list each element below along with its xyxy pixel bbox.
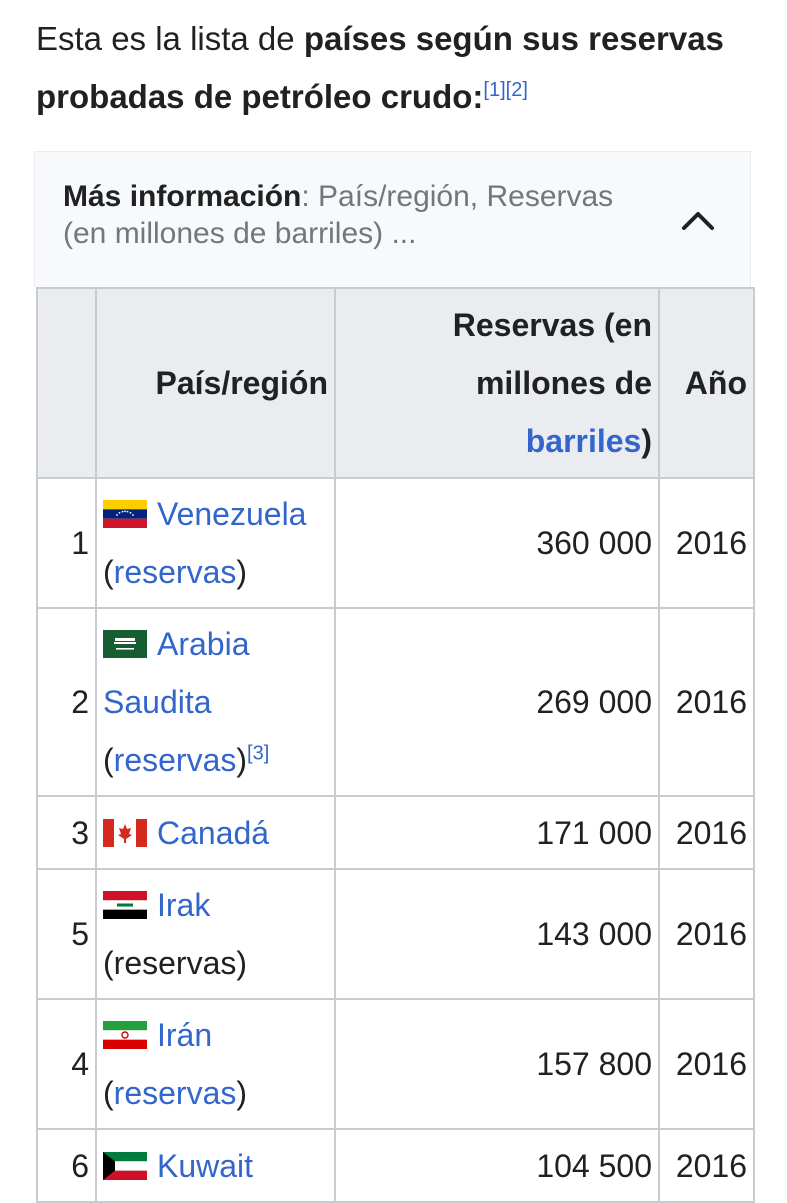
ref-link-1[interactable]: [1]: [483, 79, 506, 101]
reserves-value: 269 000: [334, 607, 660, 797]
collapse-label: Más información: [63, 180, 302, 213]
ref-link-3[interactable]: [3]: [247, 742, 270, 765]
reserves-link[interactable]: reservas: [113, 1075, 237, 1111]
iran-flag-icon: [103, 1021, 147, 1049]
year-value: 2016: [658, 795, 755, 870]
reserves-value: 157 800: [334, 998, 660, 1130]
country-link-kuwait[interactable]: Kuwait: [157, 1147, 254, 1184]
reserves-value: 143 000: [334, 868, 660, 1000]
year-value: 2016: [658, 868, 755, 1000]
table-row: 5 Irak (reservas) 143 000 2016: [36, 868, 755, 1000]
intro-paragraph: Esta es la lista de países según sus res…: [36, 10, 756, 126]
country-cell: Canadá: [95, 795, 336, 870]
intro-prefix: Esta es la lista de: [36, 20, 304, 57]
year-value: 2016: [658, 998, 755, 1130]
table-row: 2 Arabia Saudita (reservas)[3] 269 000 2…: [36, 607, 755, 797]
rank-cell: 5: [36, 868, 97, 1000]
barriles-link[interactable]: barriles: [525, 423, 642, 459]
header-year[interactable]: Año: [658, 287, 755, 479]
reserves-value: 104 500: [334, 1128, 660, 1203]
collapse-summary-text: País/región, Reservas (en millones de ba…: [63, 180, 614, 250]
year-value: 2016: [658, 607, 755, 797]
country-link-arabia-saudita[interactable]: Arabia Saudita: [103, 626, 250, 720]
year-value: 2016: [658, 1128, 755, 1203]
rank-cell: 4: [36, 998, 97, 1130]
paren-open: (: [103, 742, 114, 778]
header-number[interactable]: [36, 287, 97, 479]
rank-cell: 2: [36, 607, 97, 797]
reserves-link[interactable]: reservas: [113, 742, 237, 778]
header-reserves-close: ): [641, 423, 652, 459]
paren-close: ): [236, 554, 248, 590]
paren-close: ): [236, 742, 248, 778]
country-link-iran[interactable]: Irán: [157, 1017, 213, 1053]
country-link-venezuela[interactable]: Venezuela: [157, 496, 307, 532]
reserves-plain: (reservas): [103, 945, 248, 981]
ref-link-2[interactable]: [2]: [505, 79, 528, 101]
table-row: 6 Kuwait 104 500 2016: [36, 1128, 755, 1203]
paren-open: (: [103, 1075, 114, 1111]
intro-bold: países según sus reservas probadas de pe…: [36, 20, 724, 115]
rank-cell: 3: [36, 795, 97, 870]
table-row: 4 Irán (reservas) 157 800 2016: [36, 998, 755, 1130]
table-collapse-header[interactable]: Más información: País/región, Reservas (…: [34, 151, 751, 287]
paren-open: (: [103, 554, 114, 590]
collapse-summary: Más información: País/región, Reservas (…: [63, 178, 643, 252]
country-cell: Kuwait: [95, 1128, 336, 1203]
country-cell: Irak (reservas): [95, 868, 336, 1000]
country-link-canada[interactable]: Canadá: [157, 814, 270, 851]
paren-close: ): [236, 1075, 248, 1111]
country-cell: Irán (reservas): [95, 998, 336, 1130]
oil-reserves-table: País/región Reservas (en millones de bar…: [36, 287, 755, 1203]
table-row: 3 Canadá 171 000 2016: [36, 795, 755, 870]
reserves-value: 171 000: [334, 795, 660, 870]
country-cell: Venezuela (reservas): [95, 477, 336, 609]
rank-cell: 6: [36, 1128, 97, 1203]
header-reserves[interactable]: Reservas (en millones de barriles): [334, 287, 660, 479]
header-reserves-text: Reservas (en millones de: [452, 307, 652, 401]
reserves-link[interactable]: reservas: [113, 554, 237, 590]
venezuela-flag-icon: [103, 500, 147, 528]
rank-cell: 1: [36, 477, 97, 609]
table-header-row: País/región Reservas (en millones de bar…: [36, 287, 755, 479]
table-row: 1 Venezuela (reservas) 360 000 2016: [36, 477, 755, 609]
header-country[interactable]: País/región: [95, 287, 336, 479]
kuwait-flag-icon: [103, 1151, 147, 1180]
saudi-arabia-flag-icon: [103, 630, 147, 658]
country-link-irak[interactable]: Irak: [157, 887, 211, 923]
chevron-up-icon[interactable]: [680, 202, 716, 238]
collapse-separator: :: [301, 180, 319, 213]
canada-flag-icon: [103, 818, 147, 847]
iraq-flag-icon: [103, 891, 147, 919]
country-cell: Arabia Saudita (reservas)[3]: [95, 607, 336, 797]
reserves-value: 360 000: [334, 477, 660, 609]
year-value: 2016: [658, 477, 755, 609]
